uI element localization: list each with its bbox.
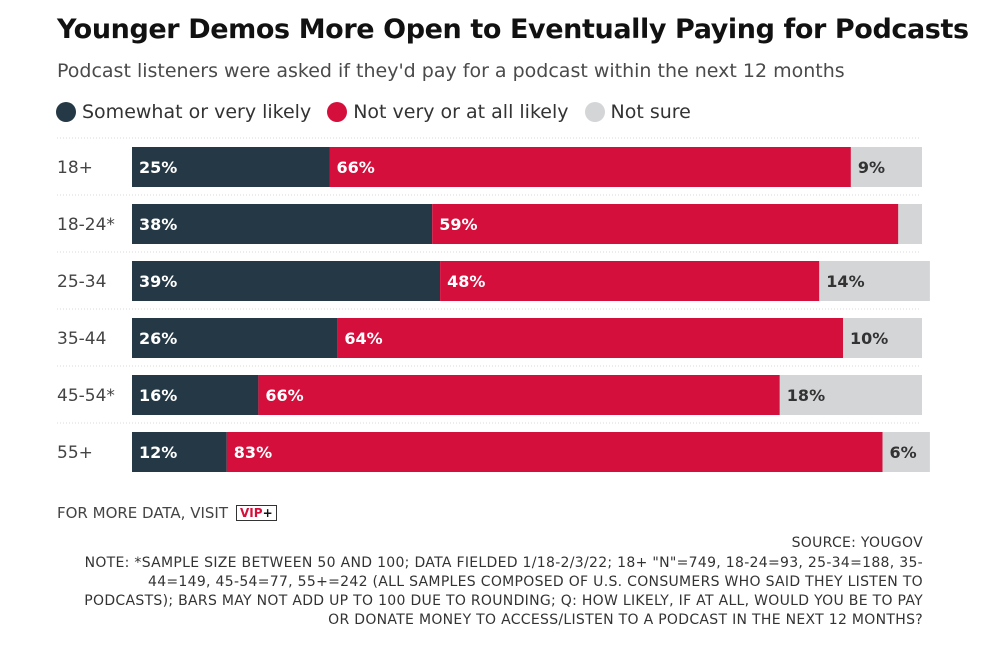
data-label: 48%: [447, 272, 485, 291]
chart-subtitle: Podcast listeners were asked if they'd p…: [57, 60, 845, 82]
data-label: 9%: [858, 158, 885, 177]
legend-item: Somewhat or very likely: [56, 101, 311, 123]
bar-segment: [432, 204, 899, 244]
legend-swatch: [584, 102, 605, 122]
source-note: SOURCE: YOUGOV: [791, 535, 923, 551]
legend-swatch: [327, 102, 348, 122]
bar-segment: [132, 204, 433, 244]
category-label: 55+: [57, 443, 93, 463]
bar-segment: [132, 432, 227, 472]
legend: Somewhat or very likely Not very or at al…: [56, 101, 707, 123]
bar-segment: [132, 261, 441, 301]
category-label: 45-54*: [57, 386, 115, 406]
bar-segment: [843, 318, 922, 358]
bar-segment: [882, 432, 930, 472]
data-label: 66%: [337, 158, 375, 177]
data-label: 14%: [826, 272, 864, 291]
legend-swatch: [56, 102, 76, 122]
legend-item: Not sure: [584, 101, 691, 123]
chart-title: Younger Demos More Open to Eventually Pa…: [57, 14, 969, 45]
data-label: 18%: [787, 386, 825, 405]
bar-segment: [132, 375, 259, 415]
bar-segment: [132, 147, 330, 187]
data-label: 64%: [344, 329, 382, 348]
bar-segment: [850, 147, 922, 187]
data-label: 59%: [439, 215, 477, 234]
data-label: 10%: [850, 329, 888, 348]
vip-plus: +: [262, 506, 273, 520]
data-label: 39%: [139, 272, 177, 291]
legend-label: Not sure: [610, 101, 691, 123]
data-label: 83%: [234, 443, 272, 462]
bar-segment: [132, 318, 338, 358]
bar-segment: [440, 261, 820, 301]
data-label: 6%: [890, 443, 917, 462]
more-data-text: FOR MORE DATA, VISIT: [57, 504, 229, 522]
stacked-bar-chart: 18+ 25% 66% 9% 18-24* 38% 59% 25-34 39% 48% 14% 35-…: [57, 137, 930, 472]
data-label: 26%: [139, 329, 177, 348]
data-label: 66%: [265, 386, 303, 405]
category-label: 18+: [57, 158, 93, 178]
category-label: 35-44: [57, 329, 106, 349]
bar-segment: [329, 147, 851, 187]
data-label: 38%: [139, 215, 177, 234]
data-label: 16%: [139, 386, 177, 405]
legend-item: Not very or at all likely: [327, 101, 569, 123]
bar-segment: [337, 318, 843, 358]
category-label: 18-24*: [57, 215, 115, 235]
data-label: 12%: [139, 443, 177, 462]
vip-label: VIP: [240, 506, 263, 520]
category-label: 25-34: [57, 272, 106, 292]
bar-segment: [898, 204, 922, 244]
bar-segment: [226, 432, 883, 472]
legend-label: Not very or at all likely: [353, 101, 569, 123]
bar-segment: [779, 375, 922, 415]
more-data-line: FOR MORE DATA, VISIT VIP+: [57, 504, 277, 522]
legend-label: Somewhat or very likely: [82, 101, 312, 123]
data-label: 25%: [139, 158, 177, 177]
bar-segment: [258, 375, 780, 415]
vip-plus-link[interactable]: VIP+: [236, 505, 277, 521]
bar-segment: [819, 261, 930, 301]
footnote: NOTE: *SAMPLE SIZE BETWEEN 50 AND 100; D…: [84, 555, 923, 628]
